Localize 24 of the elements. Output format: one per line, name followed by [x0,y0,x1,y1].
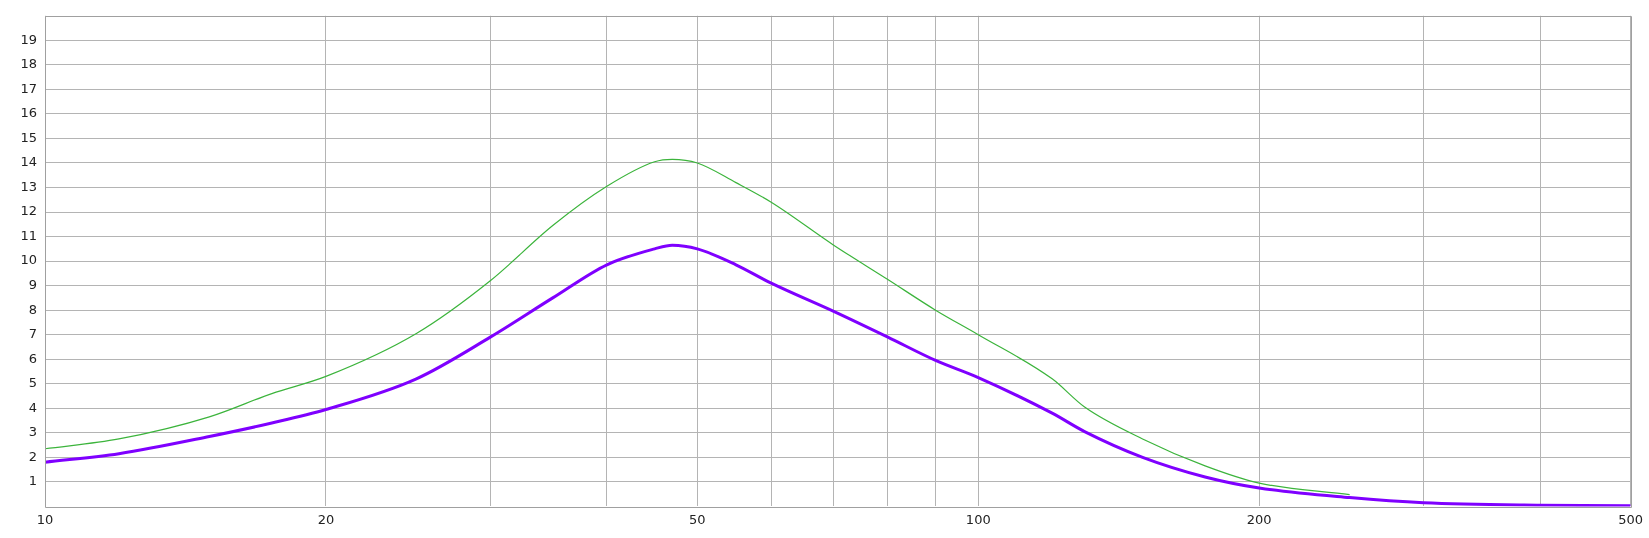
y-tick-label: 4 [28,399,37,415]
y-tick-label: 12 [20,203,37,219]
y-tick-label: 1 [28,473,37,489]
y-tick-label: 16 [20,105,37,121]
y-tick-label: 7 [28,326,37,342]
x-tick-label: 500 [1618,511,1644,527]
y-tick-label: 15 [20,129,37,145]
y-tick-label: 18 [20,56,37,72]
y-tick-label: 10 [20,252,37,268]
y-tick-label: 5 [28,375,37,391]
y-tick-label: 17 [20,80,37,96]
y-tick-label: 2 [28,448,37,464]
x-tick-label: 200 [1246,511,1272,527]
y-tick-label: 6 [28,350,37,366]
y-tick-label: 14 [20,154,37,170]
y-tick-label: 3 [28,424,37,440]
y-tick-label: 19 [20,31,37,47]
y-tick-label: 8 [28,301,37,317]
y-tick-label: 11 [20,227,37,243]
x-tick-label: 100 [965,511,991,527]
y-tick-label: 13 [20,178,37,194]
x-tick-label: 20 [317,511,335,527]
x-tick-label: 50 [689,511,706,527]
y-tick-label: 9 [28,277,37,293]
